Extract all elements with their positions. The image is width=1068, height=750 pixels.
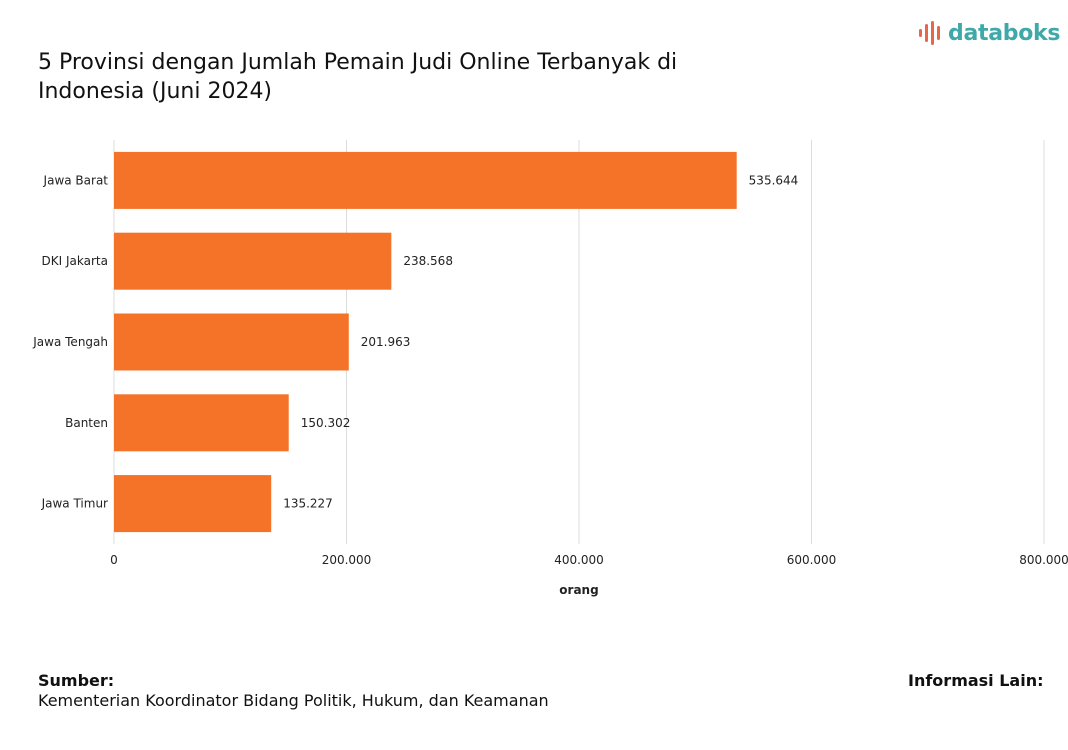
info-label: Informasi Lain: (908, 671, 1044, 690)
databoks-logo: databoks (918, 18, 1060, 48)
x-tick-label-1: 200.000 (322, 553, 372, 567)
x-tick-label-0: 0 (110, 553, 118, 567)
bar-2 (114, 313, 349, 371)
databoks-logo-icon (919, 21, 940, 45)
bar-chart: Jawa Barat 535.644 DKI Jakarta 238.568 Jawa … (32, 140, 1068, 597)
y-tick-label-0: Jawa Barat (43, 173, 109, 187)
y-tick-label-3: Banten (65, 416, 108, 430)
databoks-logo-text: databoks (948, 20, 1061, 46)
chart-title: 5 Provinsi dengan Jumlah Pemain Judi Onl… (38, 50, 678, 104)
data-label-4: 135.227 (283, 497, 333, 511)
data-label-2: 201.963 (361, 335, 411, 349)
source-label: Sumber: (38, 671, 115, 690)
x-tick-label-2: 400.000 (554, 553, 604, 567)
x-tick-label-3: 600.000 (787, 553, 837, 567)
y-tick-label-2: Jawa Tengah (32, 335, 108, 349)
y-tick-label-4: Jawa Timur (41, 497, 108, 511)
bar-3 (114, 394, 289, 452)
bar-4 (114, 475, 272, 533)
data-label-1: 238.568 (403, 254, 453, 268)
bar-1 (114, 232, 392, 290)
data-label-0: 535.644 (749, 173, 799, 187)
x-tick-label-4: 800.000 (1019, 553, 1068, 567)
bar-0 (114, 151, 737, 209)
data-label-3: 150.302 (301, 416, 351, 430)
source-text: Kementerian Koordinator Bidang Politik, … (38, 691, 549, 710)
y-tick-label-1: DKI Jakarta (42, 254, 108, 268)
x-axis-title: orang (559, 583, 598, 597)
